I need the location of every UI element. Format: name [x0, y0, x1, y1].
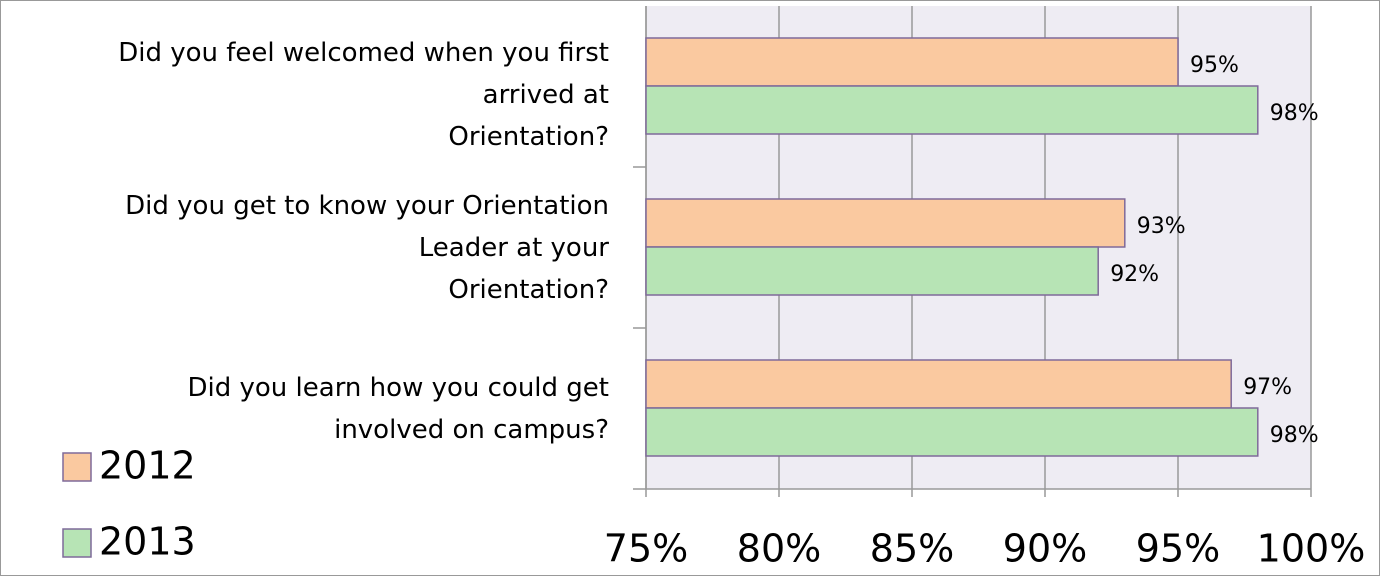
- bar: [645, 198, 1126, 248]
- x-tick-label: 90%: [1003, 527, 1087, 571]
- bar: [645, 85, 1259, 135]
- bar: [645, 246, 1099, 296]
- x-tick-label: 85%: [870, 527, 954, 571]
- category-label: Did you feel welcomed when you first arr…: [118, 37, 609, 152]
- legend-swatch: [62, 528, 92, 558]
- x-tick-label: 80%: [737, 527, 821, 571]
- x-tick-label: 100%: [1257, 527, 1366, 571]
- data-label: 97%: [1243, 375, 1292, 400]
- data-label: 98%: [1270, 101, 1319, 126]
- x-tick-label: 95%: [1136, 527, 1220, 571]
- bar: [645, 407, 1259, 457]
- bar: [645, 359, 1232, 409]
- data-label: 92%: [1110, 262, 1159, 287]
- data-label: 93%: [1137, 214, 1186, 239]
- bar: [645, 37, 1179, 87]
- data-label: 95%: [1190, 53, 1239, 78]
- category-label: Did you learn how you could get involved…: [187, 372, 610, 445]
- category-label: Did you get to know your Orientation Lea…: [125, 190, 609, 305]
- data-label: 98%: [1270, 423, 1319, 448]
- legend-swatch: [62, 452, 92, 482]
- x-tick-label: 75%: [604, 527, 688, 571]
- legend-label: 2012: [99, 444, 196, 488]
- legend-label: 2013: [99, 520, 196, 564]
